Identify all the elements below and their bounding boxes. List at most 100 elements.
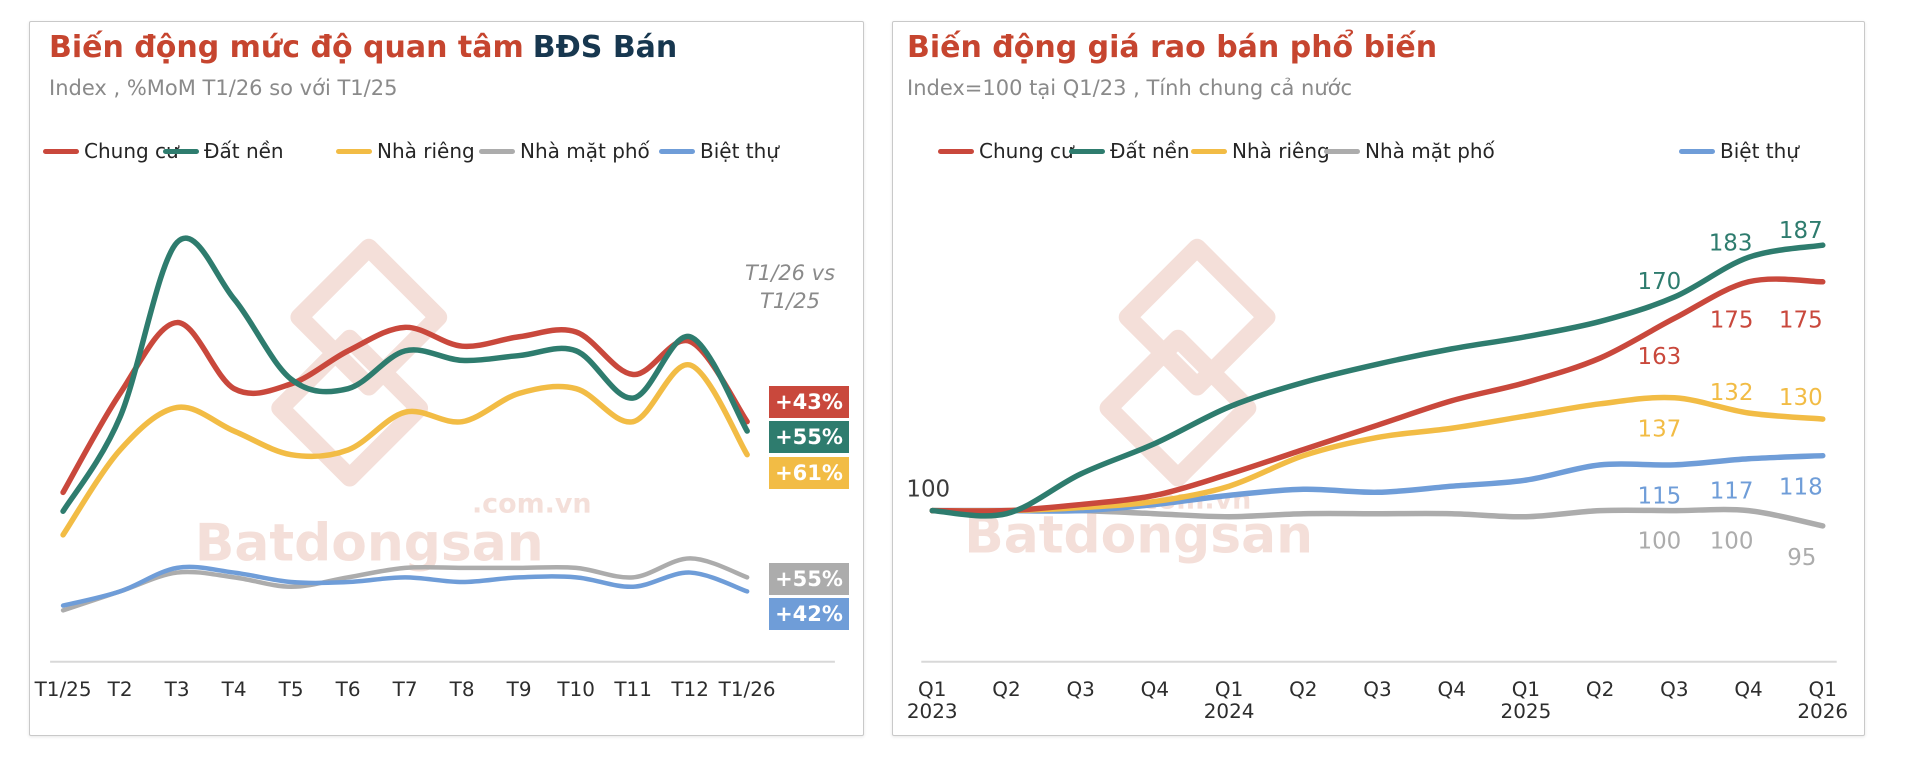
left-chart-title: Biến động mức độ quan tâm BĐS Bán [49, 30, 677, 65]
legend-item-2: Đất nền [1069, 138, 1190, 164]
legend-swatch-icon [43, 148, 79, 154]
legend-label: Biệt thự [700, 139, 779, 163]
x-axis-label: Q2 [1586, 677, 1614, 701]
yoy-badge-1: +43% [769, 386, 849, 418]
legend-label: Nhà mặt phố [520, 139, 650, 163]
x-axis-label: Q3 [1660, 677, 1688, 701]
legend-swatch-icon [659, 148, 695, 154]
point-value-label: 117 [1710, 479, 1754, 505]
x-axis-label: T8 [449, 677, 475, 701]
legend-item-4: Nhà mặt phố [479, 138, 650, 164]
x-axis-label: Q4 [1141, 677, 1169, 701]
x-axis-label: Q3 [1363, 677, 1391, 701]
x-axis-label: Q2 [1289, 677, 1317, 701]
legend-swatch-icon [1679, 148, 1715, 154]
x-axis-label: 2026 [1797, 699, 1848, 723]
legend-label: Biệt thự [1720, 139, 1799, 163]
legend-swatch-icon [479, 148, 515, 154]
x-axis-label: T1/25 [34, 677, 92, 701]
x-axis-label: T11 [613, 677, 652, 701]
point-value-label: 100 [1637, 529, 1681, 555]
series-line-0 [60, 319, 750, 496]
point-value-label: 175 [1710, 308, 1754, 334]
series-line-1 [929, 242, 1826, 519]
point-value-label: 187 [1779, 218, 1823, 244]
right-title-main: Biến động giá rao bán phổ biến [907, 30, 1438, 65]
point-value-label: 118 [1779, 475, 1823, 501]
watermark-logo-icon [1099, 238, 1276, 487]
baseline-start-label: 100 [906, 477, 950, 503]
x-axis-label: Q4 [1734, 677, 1762, 701]
legend-item-1: Chung cư [43, 138, 179, 164]
series-line-4 [929, 452, 1826, 514]
watermark-brand-text: Batdongsan [195, 513, 544, 573]
comparison-annotation: T1/26 vs T1/25 [725, 260, 855, 315]
series-line-2 [60, 362, 750, 538]
right-chart-subtitle: Index=100 tại Q1/23 , Tính chung cả nước [907, 76, 1353, 100]
x-axis-label: Q1 [1215, 677, 1243, 701]
card-interest-chart: Biến động mức độ quan tâm BĐS Bán Index ,… [29, 21, 864, 736]
legend-item-5: Biệt thự [1679, 138, 1799, 164]
series-line-1 [60, 235, 750, 515]
series-line-0 [929, 276, 1826, 514]
legend-label: Đất nền [1110, 139, 1190, 163]
x-axis-label: T10 [556, 677, 595, 701]
x-axis-label: Q4 [1438, 677, 1466, 701]
x-axis-label: 2024 [1204, 699, 1255, 723]
legend-label: Nhà riêng [377, 139, 475, 163]
x-axis-label: T6 [335, 677, 361, 701]
x-axis-label: Q1 [918, 677, 946, 701]
series-line-2 [929, 394, 1826, 514]
yoy-badge-5: +42% [769, 598, 849, 630]
point-value-label: 183 [1709, 230, 1753, 256]
x-axis-label: Q3 [1066, 677, 1094, 701]
x-axis-label: T3 [164, 677, 190, 701]
x-axis-label: 2025 [1501, 699, 1552, 723]
yoy-badge-2: +55% [769, 421, 849, 453]
legend-item-2: Đất nền [163, 138, 284, 164]
batdongsan-watermark [1099, 238, 1276, 487]
point-value-label: 175 [1779, 308, 1823, 334]
legend-item-5: Biệt thự [659, 138, 779, 164]
x-axis-label: T5 [278, 677, 304, 701]
legend-label: Nhà mặt phố [1365, 139, 1495, 163]
right-chart-legend: Chung cư Đất nền Nhà riêng Nhà mặt phố Biệt … [893, 138, 1864, 164]
point-value-label: 137 [1637, 417, 1681, 443]
x-axis-label: Q2 [992, 677, 1020, 701]
x-axis-label: T12 [670, 677, 709, 701]
legend-item-4: Nhà mặt phố [1324, 138, 1495, 164]
point-value-label: 132 [1710, 380, 1754, 406]
legend-item-3: Nhà riêng [1191, 138, 1330, 164]
left-chart-subtitle: Index , %MoM T1/26 so với T1/25 [49, 76, 398, 100]
legend-swatch-icon [163, 148, 199, 154]
x-axis-label: Q1 [1512, 677, 1540, 701]
x-axis-label: T4 [221, 677, 247, 701]
annotation-line2: T1/25 [760, 288, 820, 313]
legend-swatch-icon [336, 148, 372, 154]
x-axis-label: Q1 [1809, 677, 1837, 701]
right-chart-title: Biến động giá rao bán phổ biến [907, 30, 1437, 65]
point-value-label: 163 [1637, 344, 1681, 370]
interest-line-chart: Batdongsan.com.vn T1/25 T2 T3 T4 T5 T6 T7 T8 T9 T1… [34, 235, 835, 701]
legend-swatch-icon [938, 148, 974, 154]
legend-label: Chung cư [84, 139, 179, 163]
x-axis-label: T9 [506, 677, 532, 701]
legend-swatch-icon [1191, 148, 1227, 154]
x-axis-label: T1/26 [718, 677, 776, 701]
watermark-domain-text: .com.vn [472, 489, 592, 520]
card-price-chart: Biến động giá rao bán phổ biến Index=100… [892, 21, 1865, 736]
legend-label: Chung cư [979, 139, 1074, 163]
left-title-main: Biến động mức độ quan tâm [49, 30, 524, 65]
legend-item-3: Nhà riêng [336, 138, 475, 164]
x-axis-label: T7 [392, 677, 418, 701]
legend-label: Đất nền [204, 139, 284, 163]
legend-item-1: Chung cư [938, 138, 1074, 164]
legend-label: Nhà riêng [1232, 139, 1330, 163]
series-line-4 [60, 564, 750, 608]
x-axis-label: 2023 [907, 699, 958, 723]
x-axis-label: T2 [107, 677, 133, 701]
yoy-badge-4: +55% [769, 563, 849, 595]
legend-swatch-icon [1069, 148, 1105, 154]
left-title-highlight: BĐS Bán [532, 30, 678, 65]
